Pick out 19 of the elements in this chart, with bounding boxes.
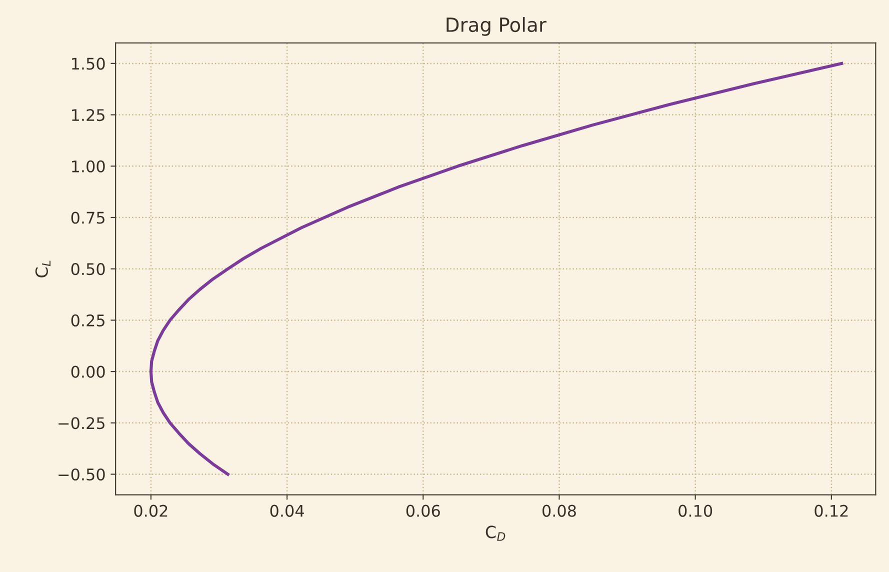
chart-title: Drag Polar [446,17,546,36]
y-tick-label: 1.25 [72,109,104,122]
y-tick-label: −0.50 [58,468,105,481]
x-tick-label: 0.04 [270,504,304,517]
y-tick-label: 1.00 [72,160,105,172]
x-tick-label: 0.12 [814,504,848,517]
y-tick-label: 0.50 [71,263,105,276]
x-tick-label: 0.02 [134,504,168,517]
x-tick-label: 0.06 [406,504,440,517]
y-tick-label: −0.25 [58,417,104,430]
y-tick-label: 0.00 [71,366,105,378]
y-tick-label: 1.50 [72,58,105,70]
x-tick-label: 0.08 [542,504,576,517]
y-tick-label: 0.25 [71,314,104,326]
x-tick-label: 0.10 [678,504,712,517]
x-axis-title: C$_{D}$ [486,526,506,541]
y-tick-label: 0.75 [71,212,104,224]
line-series [149,62,844,476]
y-axis-title: C$_{L}$ [35,260,50,278]
